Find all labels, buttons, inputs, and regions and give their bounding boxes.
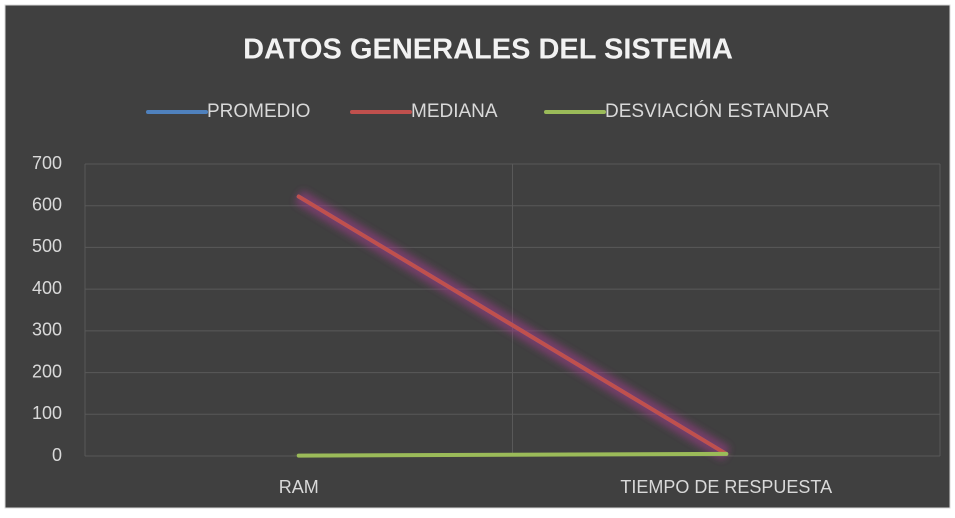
legend-label: DESVIACIÓN ESTANDAR — [605, 100, 830, 122]
plot — [295, 190, 730, 463]
y-tick-label: 100 — [32, 403, 62, 423]
y-tick-label: 700 — [32, 153, 62, 173]
y-tick-label: 0 — [52, 445, 62, 465]
y-tick-label: 300 — [32, 320, 62, 340]
x-tick-label: TIEMPO DE RESPUESTA — [620, 477, 832, 497]
chart-background — [4, 4, 951, 509]
series-line — [296, 194, 729, 456]
y-tick-label: 400 — [32, 278, 62, 298]
legend: PROMEDIO MEDIANA DESVIACIÓN ESTANDAR — [146, 100, 830, 122]
legend-label: MEDIANA — [411, 101, 498, 122]
y-tick-label: 200 — [32, 361, 62, 381]
legend-label: PROMEDIO — [207, 101, 310, 122]
y-tick-label: 600 — [32, 194, 62, 214]
x-tick-label: RAM — [279, 477, 319, 497]
series-line — [296, 451, 729, 458]
chart-title: DATOS GENERALES DEL SISTEMA — [243, 34, 733, 66]
y-tick-label: 500 — [32, 236, 62, 256]
grid: 0 100 200 300 400 500 600 700 RAM TIEMPO DE RESPU… — [32, 153, 941, 497]
